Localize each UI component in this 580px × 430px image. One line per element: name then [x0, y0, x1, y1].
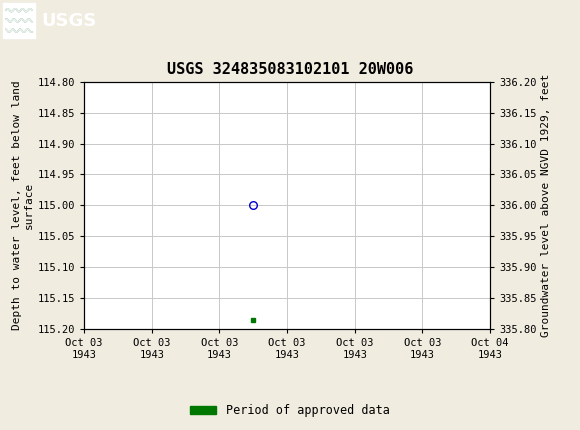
Legend: Period of approved data: Period of approved data — [186, 399, 394, 422]
Y-axis label: Groundwater level above NGVD 1929, feet: Groundwater level above NGVD 1929, feet — [541, 74, 551, 337]
Y-axis label: Depth to water level, feet below land
surface: Depth to water level, feet below land su… — [12, 80, 34, 330]
Text: USGS: USGS — [42, 12, 97, 30]
Text: USGS 324835083102101 20W006: USGS 324835083102101 20W006 — [167, 62, 413, 77]
FancyBboxPatch shape — [3, 3, 35, 37]
